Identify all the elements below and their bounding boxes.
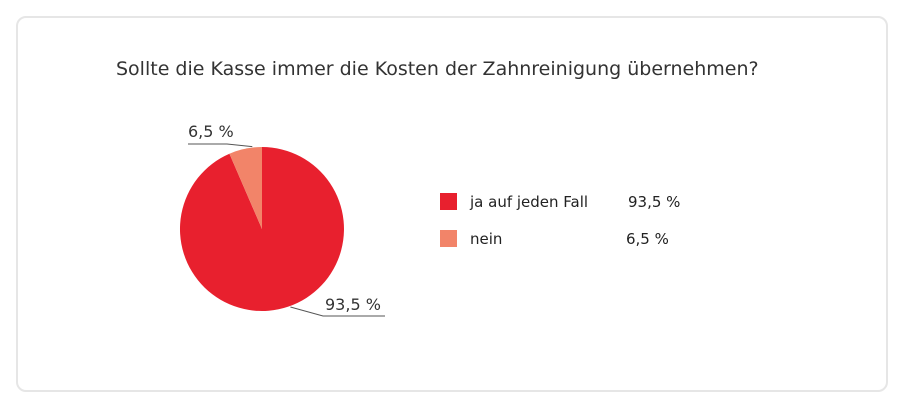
legend-swatch-0	[440, 193, 457, 210]
legend: ja auf jeden Fall 93,5 % nein 6,5 %	[440, 193, 680, 248]
pie-data-labels: 93,5 % 6,5 %	[188, 122, 381, 314]
pie-slice-0	[179, 147, 344, 311]
pie-slice-1	[229, 147, 262, 229]
leader-line-1	[188, 143, 253, 148]
data-label-0: 93,5 %	[325, 295, 381, 314]
legend-label-0: ja auf jeden Fall	[469, 193, 588, 211]
leader-line-0	[290, 306, 385, 317]
legend-label-1: nein	[470, 230, 502, 248]
legend-item-1: nein 6,5 %	[440, 230, 669, 248]
legend-value-0: 93,5 %	[628, 193, 680, 211]
legend-swatch-1	[440, 230, 457, 247]
pie-slices	[179, 147, 344, 311]
pie-leader-lines	[188, 143, 385, 317]
data-label-1: 6,5 %	[188, 122, 234, 141]
legend-value-1: 6,5 %	[626, 230, 669, 248]
legend-item-0: ja auf jeden Fall 93,5 %	[440, 193, 680, 211]
chart-title: Sollte die Kasse immer die Kosten der Za…	[116, 58, 759, 80]
